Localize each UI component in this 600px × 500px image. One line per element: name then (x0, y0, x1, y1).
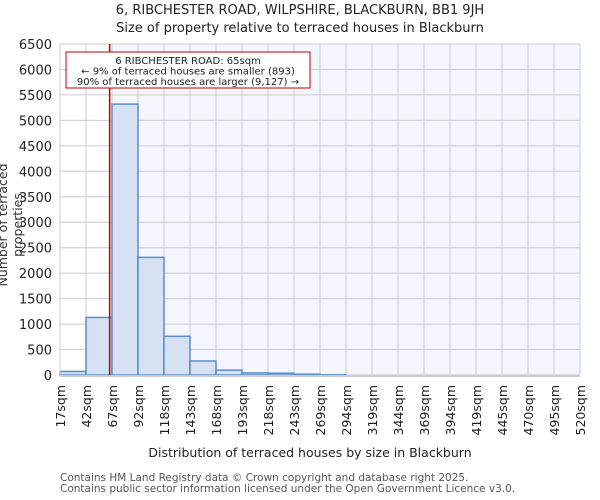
y-tick-label: 5000 (19, 114, 52, 129)
x-axis-label: Distribution of terraced houses by size … (148, 445, 472, 460)
histogram-bar (267, 372, 295, 376)
annotation-box (65, 51, 311, 89)
y-tick-label: 500 (27, 344, 52, 359)
y-tick-label: 3500 (19, 191, 52, 206)
x-tick-label: 118sqm (157, 385, 172, 435)
y-tick-label: 1500 (19, 293, 52, 308)
x-tick-label: 470sqm (521, 385, 536, 435)
y-tick-label: 6500 (19, 38, 52, 53)
histogram-bar (137, 256, 165, 376)
annotation-text: 6 RIBCHESTER ROAD: 65sqm (115, 56, 261, 67)
x-tick-label: 445sqm (495, 385, 510, 435)
x-tick-label: 168sqm (209, 385, 224, 435)
y-axis-label: Number of terraced properties (0, 163, 25, 287)
histogram-bar (85, 316, 113, 376)
plot-area-right (109, 44, 581, 375)
y-tick-label: 5500 (19, 89, 52, 104)
y-tick-label: 1000 (19, 318, 52, 333)
annotation-text: 90% of terraced houses are larger (9,127… (77, 77, 299, 88)
histogram-bar (59, 370, 87, 376)
x-tick-label: 17sqm (53, 385, 68, 428)
histogram-bar (241, 372, 269, 376)
x-tick-label: 143sqm (183, 385, 198, 435)
x-tick-label: 344sqm (391, 385, 406, 435)
x-tick-label: 495sqm (547, 385, 562, 435)
histogram-bar (215, 369, 243, 376)
x-tick-label: 319sqm (365, 385, 380, 435)
x-tick-label: 92sqm (131, 385, 146, 428)
histogram-bar (293, 373, 321, 376)
y-tick-label: 3000 (19, 216, 52, 231)
x-tick-label: 42sqm (79, 385, 94, 428)
x-tick-label: 218sqm (261, 385, 276, 435)
y-tick-label: 0 (44, 369, 52, 384)
footer-copyright: Contains HM Land Registry data © Crown c… (60, 472, 469, 484)
annotation-text: ← 9% of terraced houses are smaller (893… (81, 67, 295, 78)
x-tick-label: 369sqm (417, 385, 432, 435)
x-tick-label: 269sqm (313, 385, 328, 435)
x-tick-label: 419sqm (469, 385, 484, 435)
chart-title: 6, RIBCHESTER ROAD, WILPSHIRE, BLACKBURN… (115, 3, 485, 18)
x-tick-label: 193sqm (235, 385, 250, 435)
x-tick-label: 67sqm (105, 385, 120, 428)
x-tick-label: 243sqm (287, 385, 302, 435)
histogram-bar (111, 103, 139, 376)
y-tick-label: 2500 (19, 242, 52, 257)
y-tick-label: 4000 (19, 165, 52, 180)
y-tick-label: 6000 (19, 63, 52, 78)
y-tick-label: 2000 (19, 267, 52, 282)
x-tick-label: 394sqm (443, 385, 458, 435)
x-tick-label: 520sqm (573, 385, 588, 435)
x-tick-label: 294sqm (339, 385, 354, 435)
histogram-bar (189, 360, 217, 376)
histogram-bar (163, 335, 191, 376)
footer-licence: Contains public sector information licen… (60, 483, 516, 495)
chart-subtitle: Size of property relative to terraced ho… (116, 21, 484, 36)
y-tick-label: 4500 (19, 140, 52, 155)
